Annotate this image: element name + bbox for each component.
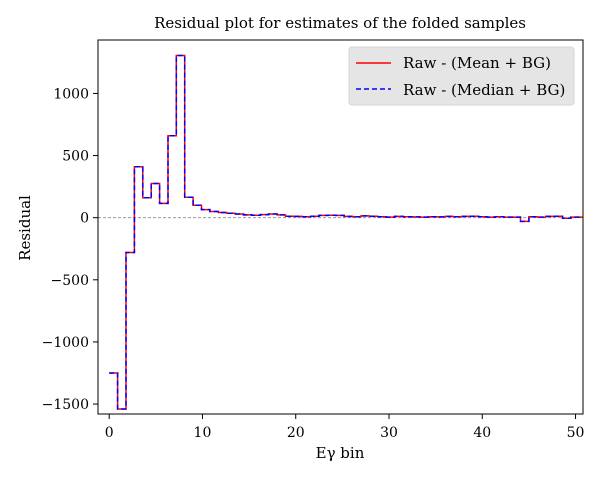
y-tick-label: 1000 <box>53 86 89 102</box>
series-layer <box>109 54 583 410</box>
plot-frame <box>97 39 584 415</box>
series-line-1 <box>109 54 583 410</box>
x-tick-label: 40 <box>473 425 491 441</box>
y-axis-label: Residual <box>16 195 34 261</box>
x-tick-label: 50 <box>567 425 585 441</box>
y-tick-label: −1000 <box>42 335 89 351</box>
y-tick-label: −1500 <box>42 397 89 413</box>
plot-area <box>97 39 584 415</box>
x-tick-label: 30 <box>380 425 398 441</box>
x-axis: 0 10 20 30 40 50 <box>105 414 585 441</box>
legend-label-median: Raw - (Median + BG) <box>403 81 565 99</box>
y-tick-label: 500 <box>62 149 89 165</box>
y-tick-label: 0 <box>80 211 89 227</box>
y-tick-label: −500 <box>51 273 89 289</box>
x-tick-label: 10 <box>194 425 212 441</box>
x-tick-label: 20 <box>287 425 305 441</box>
y-axis: −1500 −1000 −500 0 500 1000 <box>42 86 98 413</box>
legend-box <box>348 46 575 106</box>
x-tick-label: 0 <box>105 425 114 441</box>
chart-title: Residual plot for estimates of the folde… <box>154 14 526 32</box>
x-axis-label: Eγ bin <box>316 444 365 462</box>
series-line-0 <box>109 54 583 410</box>
legend-label-mean: Raw - (Mean + BG) <box>403 54 551 72</box>
legend: Raw - (Mean + BG) Raw - (Median + BG) <box>348 46 575 106</box>
